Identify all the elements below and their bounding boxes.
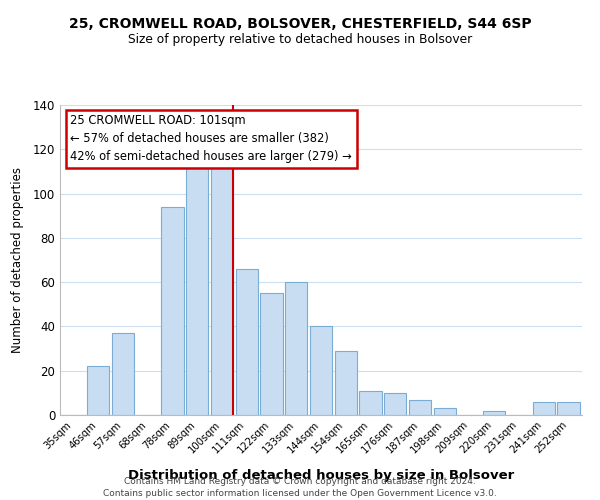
Bar <box>384 393 406 415</box>
Text: 25, CROMWELL ROAD, BOLSOVER, CHESTERFIELD, S44 6SP: 25, CROMWELL ROAD, BOLSOVER, CHESTERFIEL… <box>68 18 532 32</box>
Bar <box>260 293 283 415</box>
Bar <box>112 333 134 415</box>
Bar <box>186 154 208 415</box>
Bar <box>359 390 382 415</box>
Text: 25 CROMWELL ROAD: 101sqm
← 57% of detached houses are smaller (382)
42% of semi-: 25 CROMWELL ROAD: 101sqm ← 57% of detach… <box>70 114 352 164</box>
Bar <box>211 165 233 415</box>
Y-axis label: Number of detached properties: Number of detached properties <box>11 167 25 353</box>
X-axis label: Distribution of detached houses by size in Bolsover: Distribution of detached houses by size … <box>128 470 514 482</box>
Bar <box>161 207 184 415</box>
Bar <box>87 366 109 415</box>
Text: Contains HM Land Registry data © Crown copyright and database right 2024.: Contains HM Land Registry data © Crown c… <box>124 478 476 486</box>
Bar <box>310 326 332 415</box>
Bar <box>409 400 431 415</box>
Bar <box>533 402 555 415</box>
Bar <box>335 351 357 415</box>
Bar <box>285 282 307 415</box>
Text: Size of property relative to detached houses in Bolsover: Size of property relative to detached ho… <box>128 32 472 46</box>
Bar <box>434 408 456 415</box>
Bar <box>483 410 505 415</box>
Text: Contains public sector information licensed under the Open Government Licence v3: Contains public sector information licen… <box>103 489 497 498</box>
Bar <box>557 402 580 415</box>
Bar <box>236 269 258 415</box>
